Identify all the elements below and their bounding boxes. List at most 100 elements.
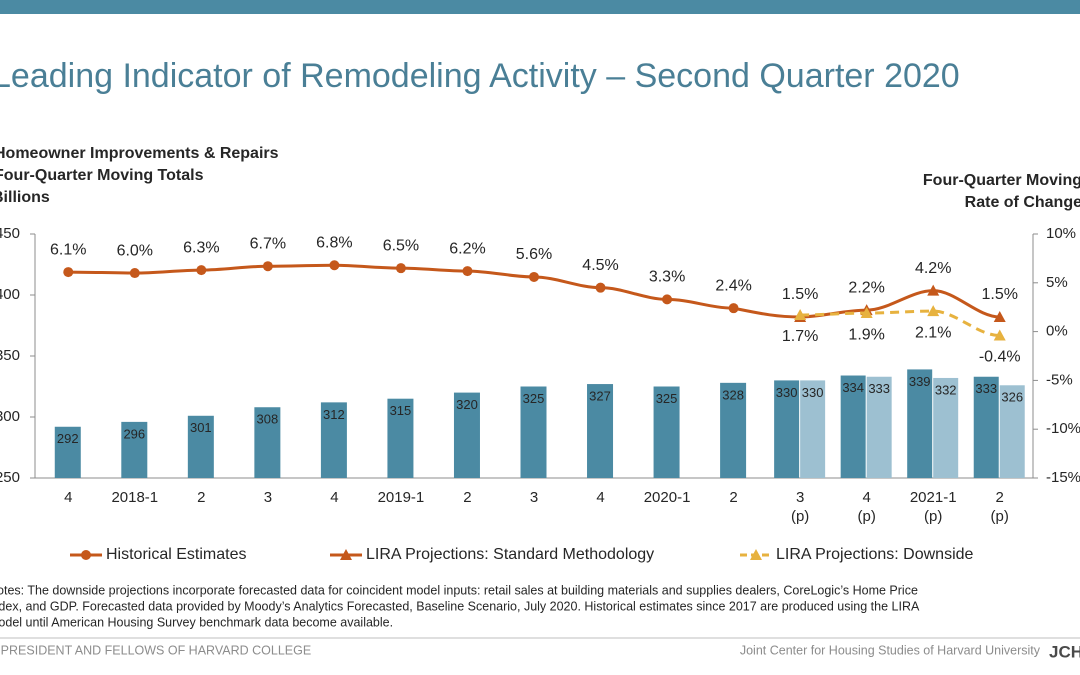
bar — [121, 421, 148, 478]
bar — [774, 380, 800, 478]
bar — [973, 376, 999, 478]
x-tick-label: 3 — [530, 489, 538, 506]
line-marker — [262, 261, 273, 272]
bar-label: 315 — [390, 403, 412, 418]
y-tick-label: 250 — [0, 469, 20, 486]
data-label: 6.8% — [316, 234, 352, 251]
bar-label: 326 — [1001, 390, 1023, 405]
y2-axis-title: Four-Quarter Moving — [923, 172, 1080, 189]
data-label: 1.5% — [981, 286, 1017, 303]
x-tick-label: (p) — [857, 508, 875, 525]
bar — [54, 426, 81, 478]
line-marker — [794, 309, 807, 321]
x-tick-label: 3 — [796, 489, 804, 506]
line-marker — [927, 284, 940, 296]
bar-label: 325 — [523, 391, 545, 406]
logo: JCHS — [1049, 642, 1080, 661]
line-marker — [329, 260, 340, 271]
top-bar — [0, 0, 1080, 14]
x-tick-label: 2 — [729, 489, 737, 506]
bar-label: 333 — [975, 381, 997, 396]
x-tick-label: 4 — [596, 489, 604, 506]
data-label: 1.7% — [782, 328, 818, 345]
line-marker — [993, 329, 1006, 341]
x-tick-label: 2 — [996, 489, 1004, 506]
line-marker — [860, 307, 873, 319]
note: Notes: The downside projections incorpor… — [0, 583, 918, 597]
bar-label: 339 — [909, 374, 931, 389]
bar — [933, 377, 959, 478]
x-tick-label: 4 — [862, 489, 870, 506]
y-tick-label: 300 — [0, 408, 20, 425]
legend-marker — [81, 550, 91, 560]
line — [800, 309, 1000, 338]
bar-label: 312 — [323, 407, 345, 422]
data-label: 6.5% — [383, 237, 419, 254]
bar-label: 330 — [802, 385, 824, 400]
data-label: 5.6% — [516, 246, 552, 263]
bar-label: 332 — [935, 382, 957, 397]
x-tick-label: 4 — [330, 489, 338, 506]
data-label: 6.1% — [50, 241, 86, 258]
data-label: 6.2% — [449, 240, 485, 257]
y-tick-label: 450 — [0, 225, 20, 242]
y2-tick-label: -5% — [1046, 371, 1073, 388]
chart-title: Leading Indicator of Remodeling Activity… — [0, 57, 960, 95]
x-tick-label: 2018-1 — [111, 489, 158, 506]
x-tick-label: 2020-1 — [644, 489, 691, 506]
line-marker — [462, 266, 473, 277]
data-label: 1.9% — [848, 326, 884, 343]
line-marker — [993, 310, 1006, 322]
y2-tick-label: -10% — [1046, 420, 1080, 437]
x-tick-label: 3 — [264, 489, 272, 506]
bar-label: 308 — [257, 412, 279, 427]
bar — [800, 380, 826, 478]
y2-tick-label: 0% — [1046, 323, 1068, 340]
bar-label: 327 — [589, 388, 611, 403]
line-connector — [733, 306, 801, 319]
y-axis-title: Billions — [0, 189, 50, 206]
y-tick-label: 350 — [0, 347, 20, 364]
data-label: 2.4% — [715, 277, 751, 294]
footer-right: Joint Center for Housing Studies of Harv… — [740, 643, 1041, 657]
bar — [387, 398, 414, 478]
data-label: 3.3% — [649, 269, 685, 286]
bar — [520, 386, 547, 478]
data-label: 6.3% — [183, 239, 219, 256]
bar — [320, 402, 347, 478]
y2-tick-label: 10% — [1046, 225, 1076, 242]
data-label: 4.5% — [582, 257, 618, 274]
x-tick-label: 4 — [64, 489, 72, 506]
legend-marker — [340, 549, 352, 560]
line-marker — [662, 294, 673, 305]
bar — [907, 369, 933, 478]
data-label: 2.1% — [915, 324, 951, 341]
x-tick-label: (p) — [791, 508, 809, 525]
line-marker — [63, 267, 74, 278]
x-tick-label: 2 — [463, 489, 471, 506]
legend-marker — [750, 549, 762, 560]
data-label: 4.2% — [915, 260, 951, 277]
line-marker — [595, 282, 606, 293]
bar-label: 333 — [868, 381, 890, 396]
bar — [187, 415, 214, 478]
bar — [254, 407, 281, 478]
x-tick-label: (p) — [991, 508, 1009, 525]
bar-label: 296 — [123, 426, 145, 441]
x-tick-label: 2021-1 — [910, 489, 957, 506]
note: model until American Housing Survey benc… — [0, 615, 393, 629]
bar — [587, 384, 614, 478]
x-tick-label: 2019-1 — [378, 489, 425, 506]
y2-tick-label: -15% — [1046, 469, 1080, 486]
bar — [653, 386, 680, 478]
data-label: -0.4% — [979, 349, 1021, 366]
bar — [999, 385, 1025, 478]
line-marker — [728, 303, 739, 314]
note: Index, and GDP. Forecasted data provided… — [0, 599, 920, 613]
bar-label: 301 — [190, 420, 212, 435]
footer-left: © PRESIDENT AND FELLOWS OF HARVARD COLLE… — [0, 643, 311, 657]
line-marker — [529, 271, 539, 282]
bar-label: 328 — [722, 387, 744, 402]
bar-label: 325 — [656, 391, 678, 406]
